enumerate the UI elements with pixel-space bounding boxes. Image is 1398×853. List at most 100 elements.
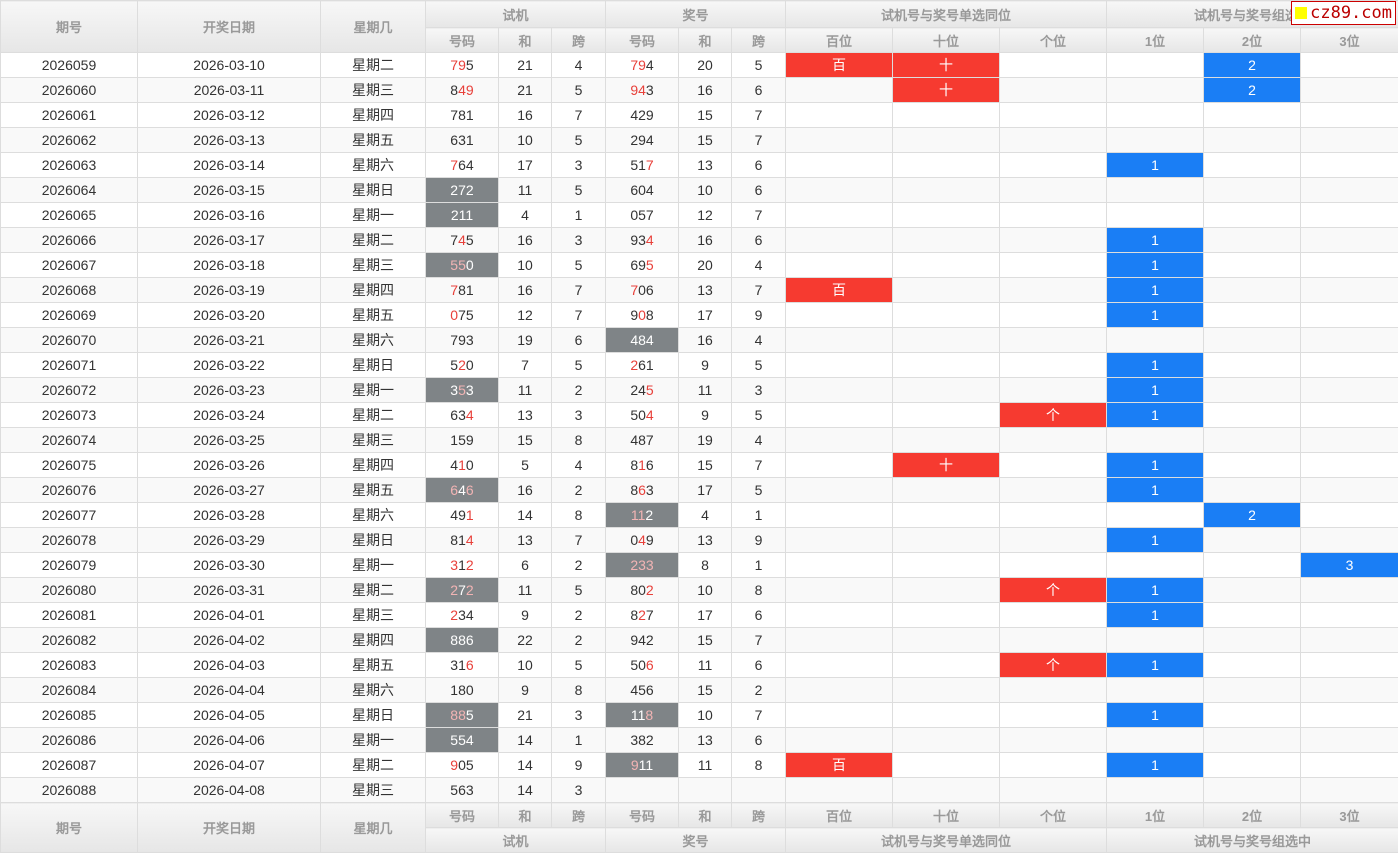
trial-span-cell: 7 — [552, 278, 606, 303]
digit: 1 — [466, 507, 474, 523]
single-tens-cell — [893, 603, 1000, 628]
digit: 5 — [458, 432, 466, 448]
prize-span-cell: 4 — [732, 428, 786, 453]
group-g2-cell — [1204, 528, 1301, 553]
single-units-cell — [1000, 528, 1107, 553]
prize-number-cell: 942 — [606, 628, 679, 653]
trial-number-cell: 745 — [426, 228, 499, 253]
single-hundreds-cell — [786, 778, 893, 803]
prize-sum-cell: 15 — [679, 628, 732, 653]
trial-span-cell: 9 — [552, 753, 606, 778]
digit: 8 — [450, 82, 458, 98]
digit: 9 — [638, 57, 646, 73]
prize-sum-cell: 11 — [679, 378, 732, 403]
weekday-cell: 星期二 — [321, 228, 426, 253]
prize-number-cell: 245 — [606, 378, 679, 403]
prize-number-cell: 294 — [606, 128, 679, 153]
digit: 0 — [450, 307, 458, 323]
trial-sum-cell: 14 — [499, 728, 552, 753]
single-hundreds-cell — [786, 103, 893, 128]
issue-cell: 2026086 — [1, 728, 138, 753]
single-tens-cell — [893, 728, 1000, 753]
weekday-cell: 星期日 — [321, 703, 426, 728]
trial-number-cell: 563 — [426, 778, 499, 803]
group-g2-cell — [1204, 328, 1301, 353]
digit: 3 — [450, 557, 458, 573]
group-g3-cell — [1301, 753, 1398, 778]
prize-number-cell: 429 — [606, 103, 679, 128]
group-g1-cell: 1 — [1107, 703, 1204, 728]
digit: 4 — [458, 232, 466, 248]
single-units-cell — [1000, 228, 1107, 253]
date-cell: 2026-03-12 — [138, 103, 321, 128]
trial-sum-cell: 16 — [499, 478, 552, 503]
group-g1-cell — [1107, 203, 1204, 228]
digit: 0 — [638, 657, 646, 673]
group-g3-cell — [1301, 103, 1398, 128]
single-hundreds-cell — [786, 703, 893, 728]
digit: 3 — [466, 382, 474, 398]
single-hundreds-cell — [786, 528, 893, 553]
digit: 6 — [646, 282, 654, 298]
group-g3-cell — [1301, 478, 1398, 503]
prize-sum-cell: 9 — [679, 353, 732, 378]
prize-number-cell: 908 — [606, 303, 679, 328]
group-g1-cell: 1 — [1107, 228, 1204, 253]
prize-span-cell: 7 — [732, 278, 786, 303]
issue-cell: 2026068 — [1, 278, 138, 303]
date-cell: 2026-03-30 — [138, 553, 321, 578]
digit: 6 — [638, 357, 646, 373]
single-tens-cell — [893, 153, 1000, 178]
digit: 4 — [458, 82, 466, 98]
weekday-cell: 星期四 — [321, 278, 426, 303]
trial-sum-cell: 9 — [499, 603, 552, 628]
issue-cell: 2026072 — [1, 378, 138, 403]
single-tens-cell — [893, 553, 1000, 578]
weekday-cell: 星期六 — [321, 328, 426, 353]
prize-span-cell: 7 — [732, 203, 786, 228]
single-units-cell — [1000, 378, 1107, 403]
single-hundreds-cell: 百 — [786, 753, 893, 778]
prize-sum-cell: 16 — [679, 228, 732, 253]
trial-sum-cell: 11 — [499, 178, 552, 203]
single-tens-cell — [893, 528, 1000, 553]
prize-number-cell: 487 — [606, 428, 679, 453]
col-tens: 十位 — [893, 28, 1000, 53]
trial-number-cell: 793 — [426, 328, 499, 353]
date-cell: 2026-04-07 — [138, 753, 321, 778]
trial-number-cell: 781 — [426, 278, 499, 303]
weekday-cell: 星期日 — [321, 178, 426, 203]
digit: 9 — [458, 507, 466, 523]
digit: 4 — [646, 232, 654, 248]
digit: 2 — [630, 132, 638, 148]
digit: 0 — [638, 407, 646, 423]
single-tens-cell — [893, 253, 1000, 278]
foot-prize-num: 号码 — [606, 803, 679, 828]
single-tens-cell — [893, 703, 1000, 728]
digit: 8 — [458, 107, 466, 123]
digit: 4 — [638, 532, 646, 548]
group-g2-cell — [1204, 428, 1301, 453]
col-weekday: 星期几 — [321, 1, 426, 53]
prize-sum-cell: 9 — [679, 403, 732, 428]
trial-span-cell: 5 — [552, 653, 606, 678]
digit: 0 — [458, 757, 466, 773]
digit: 2 — [458, 357, 466, 373]
trial-span-cell: 5 — [552, 253, 606, 278]
trial-span-cell: 5 — [552, 178, 606, 203]
issue-cell: 2026073 — [1, 403, 138, 428]
issue-cell: 2026061 — [1, 103, 138, 128]
single-hundreds-cell — [786, 628, 893, 653]
trial-sum-cell: 13 — [499, 528, 552, 553]
col-prize-num: 号码 — [606, 28, 679, 53]
trial-number-cell: 550 — [426, 253, 499, 278]
digit: 4 — [638, 82, 646, 98]
group-g1-cell: 1 — [1107, 153, 1204, 178]
digit: 3 — [458, 407, 466, 423]
issue-cell: 2026059 — [1, 53, 138, 78]
col-units: 个位 — [1000, 28, 1107, 53]
group-g1-cell — [1107, 728, 1204, 753]
